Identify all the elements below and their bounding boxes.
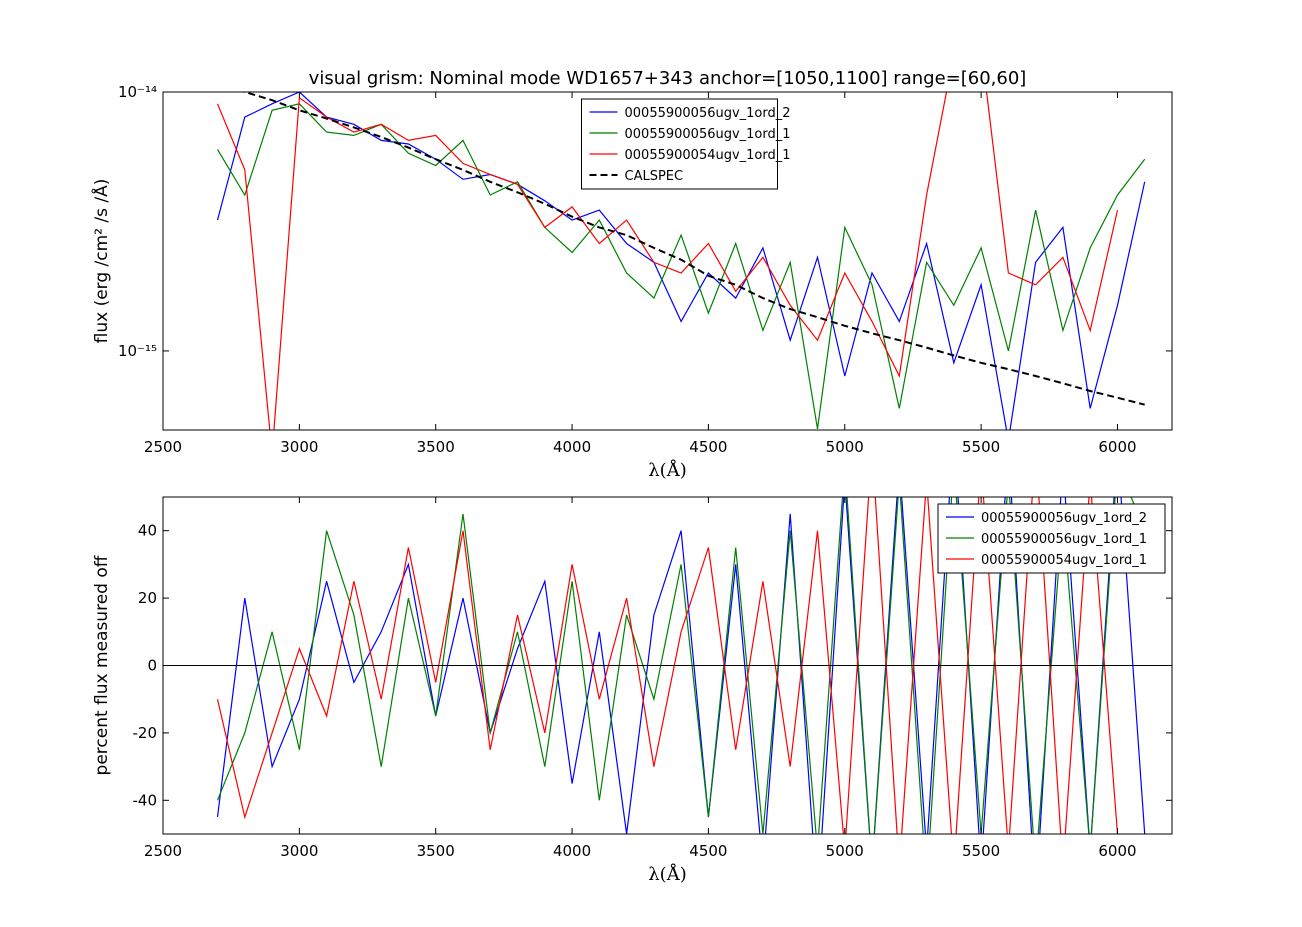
legend-label: 00055900054ugv_1ord_1 bbox=[981, 553, 1147, 568]
x-tick-label: 6000 bbox=[1098, 438, 1136, 456]
x-tick-label: 3000 bbox=[280, 438, 318, 456]
x-axis-label: λ(Å) bbox=[648, 863, 686, 885]
legend-label: 00055900056ugv_1ord_2 bbox=[625, 106, 791, 121]
series-line bbox=[216, 92, 1146, 430]
x-tick-label: 2500 bbox=[144, 438, 182, 456]
x-tick-label: 4000 bbox=[553, 842, 591, 860]
y-tick-label: -40 bbox=[133, 791, 158, 809]
series-line bbox=[216, 497, 1146, 834]
x-tick-label: 5000 bbox=[826, 438, 864, 456]
x-tick-label: 2500 bbox=[144, 842, 182, 860]
x-tick-label: 3500 bbox=[417, 842, 455, 860]
series-line bbox=[216, 92, 1119, 430]
y-tick-label: 20 bbox=[138, 589, 157, 607]
y-tick-label: 40 bbox=[138, 522, 157, 540]
series-line bbox=[242, 92, 1145, 406]
y-tick-label: 0 bbox=[147, 657, 157, 675]
x-tick-label: 4500 bbox=[689, 438, 727, 456]
y-axis-label: flux (erg /cm² /s /Å) bbox=[90, 179, 112, 344]
x-axis-label: λ(Å) bbox=[648, 459, 686, 481]
x-tick-label: 5500 bbox=[962, 842, 1000, 860]
x-tick-label: 4500 bbox=[689, 842, 727, 860]
legend-label: 00055900056ugv_1ord_2 bbox=[981, 511, 1147, 526]
chart-title: visual grism: Nominal mode WD1657+343 an… bbox=[309, 68, 1027, 89]
x-tick-label: 5500 bbox=[962, 438, 1000, 456]
x-tick-label: 3500 bbox=[417, 438, 455, 456]
legend-label: 00055900054ugv_1ord_1 bbox=[625, 148, 791, 163]
legend-label: 00055900056ugv_1ord_1 bbox=[981, 532, 1147, 547]
legend-label: 00055900056ugv_1ord_1 bbox=[625, 127, 791, 142]
y-tick-label: -20 bbox=[133, 724, 158, 742]
x-tick-label: 3000 bbox=[280, 842, 318, 860]
y-tick-label: 10⁻¹⁵ bbox=[118, 342, 157, 360]
legend-box bbox=[937, 503, 1166, 574]
plot-frame bbox=[162, 91, 1173, 431]
x-tick-label: 4000 bbox=[553, 438, 591, 456]
y-tick-label: 10⁻¹⁴ bbox=[118, 83, 157, 101]
y-axis-label: percent flux measured off bbox=[92, 554, 112, 775]
series-line bbox=[216, 103, 1146, 429]
legend-label: CALSPEC bbox=[625, 169, 684, 184]
x-tick-label: 5000 bbox=[826, 842, 864, 860]
x-tick-label: 6000 bbox=[1098, 842, 1136, 860]
series-line bbox=[216, 497, 1146, 834]
